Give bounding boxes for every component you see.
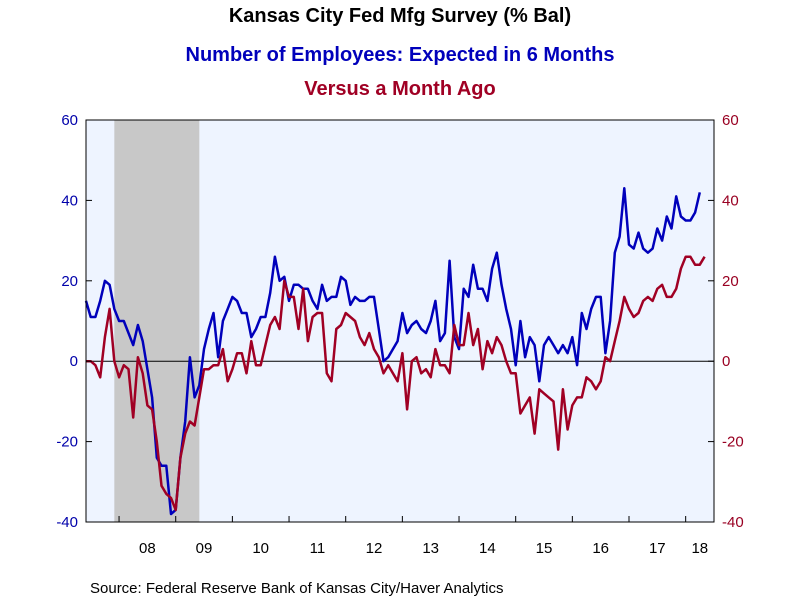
- series-line-1: [84, 187, 702, 516]
- chart-title: Kansas City Fed Mfg Survey (% Bal): [229, 5, 571, 27]
- x-tick-label: 18: [691, 540, 708, 557]
- x-tick-label: 17: [649, 540, 666, 557]
- x-tick-label: 14: [479, 540, 496, 557]
- plot-area-frame: [85, 119, 715, 523]
- y-tick-label-left: -20: [56, 434, 78, 451]
- y-tick-label-left: 20: [61, 273, 78, 290]
- y-tick-label-left: 60: [61, 112, 78, 129]
- x-tick-label: 09: [196, 540, 213, 557]
- y-tick-label-right: -20: [722, 434, 744, 451]
- y-tick-label-left: 0: [70, 353, 78, 370]
- x-tick-label: 15: [536, 540, 553, 557]
- y-tick-label-right: 60: [722, 112, 739, 129]
- y-tick-label-left: 40: [61, 192, 78, 209]
- x-tick-label: 12: [366, 540, 383, 557]
- x-tick-label: 16: [592, 540, 609, 557]
- y-tick-label-left: -40: [56, 514, 78, 531]
- x-tick-label: 10: [252, 540, 269, 557]
- y-tick-label-right: 20: [722, 273, 739, 290]
- chart-subtitle-2: Versus a Month Ago: [304, 78, 496, 100]
- y-tick-label-right: 0: [722, 353, 730, 370]
- x-tick-label: 08: [139, 540, 156, 557]
- y-tick-label-right: 40: [722, 192, 739, 209]
- recession-band: [114, 120, 200, 522]
- chart-subtitle: Number of Employees: Expected in 6 Month…: [186, 44, 615, 66]
- x-tick-label: 13: [422, 540, 439, 557]
- y-tick-label-right: -40: [722, 514, 744, 531]
- x-tick-label: 11: [310, 540, 326, 557]
- series-line-2: [86, 255, 706, 512]
- source-note: Source: Federal Reserve Bank of Kansas C…: [90, 580, 504, 597]
